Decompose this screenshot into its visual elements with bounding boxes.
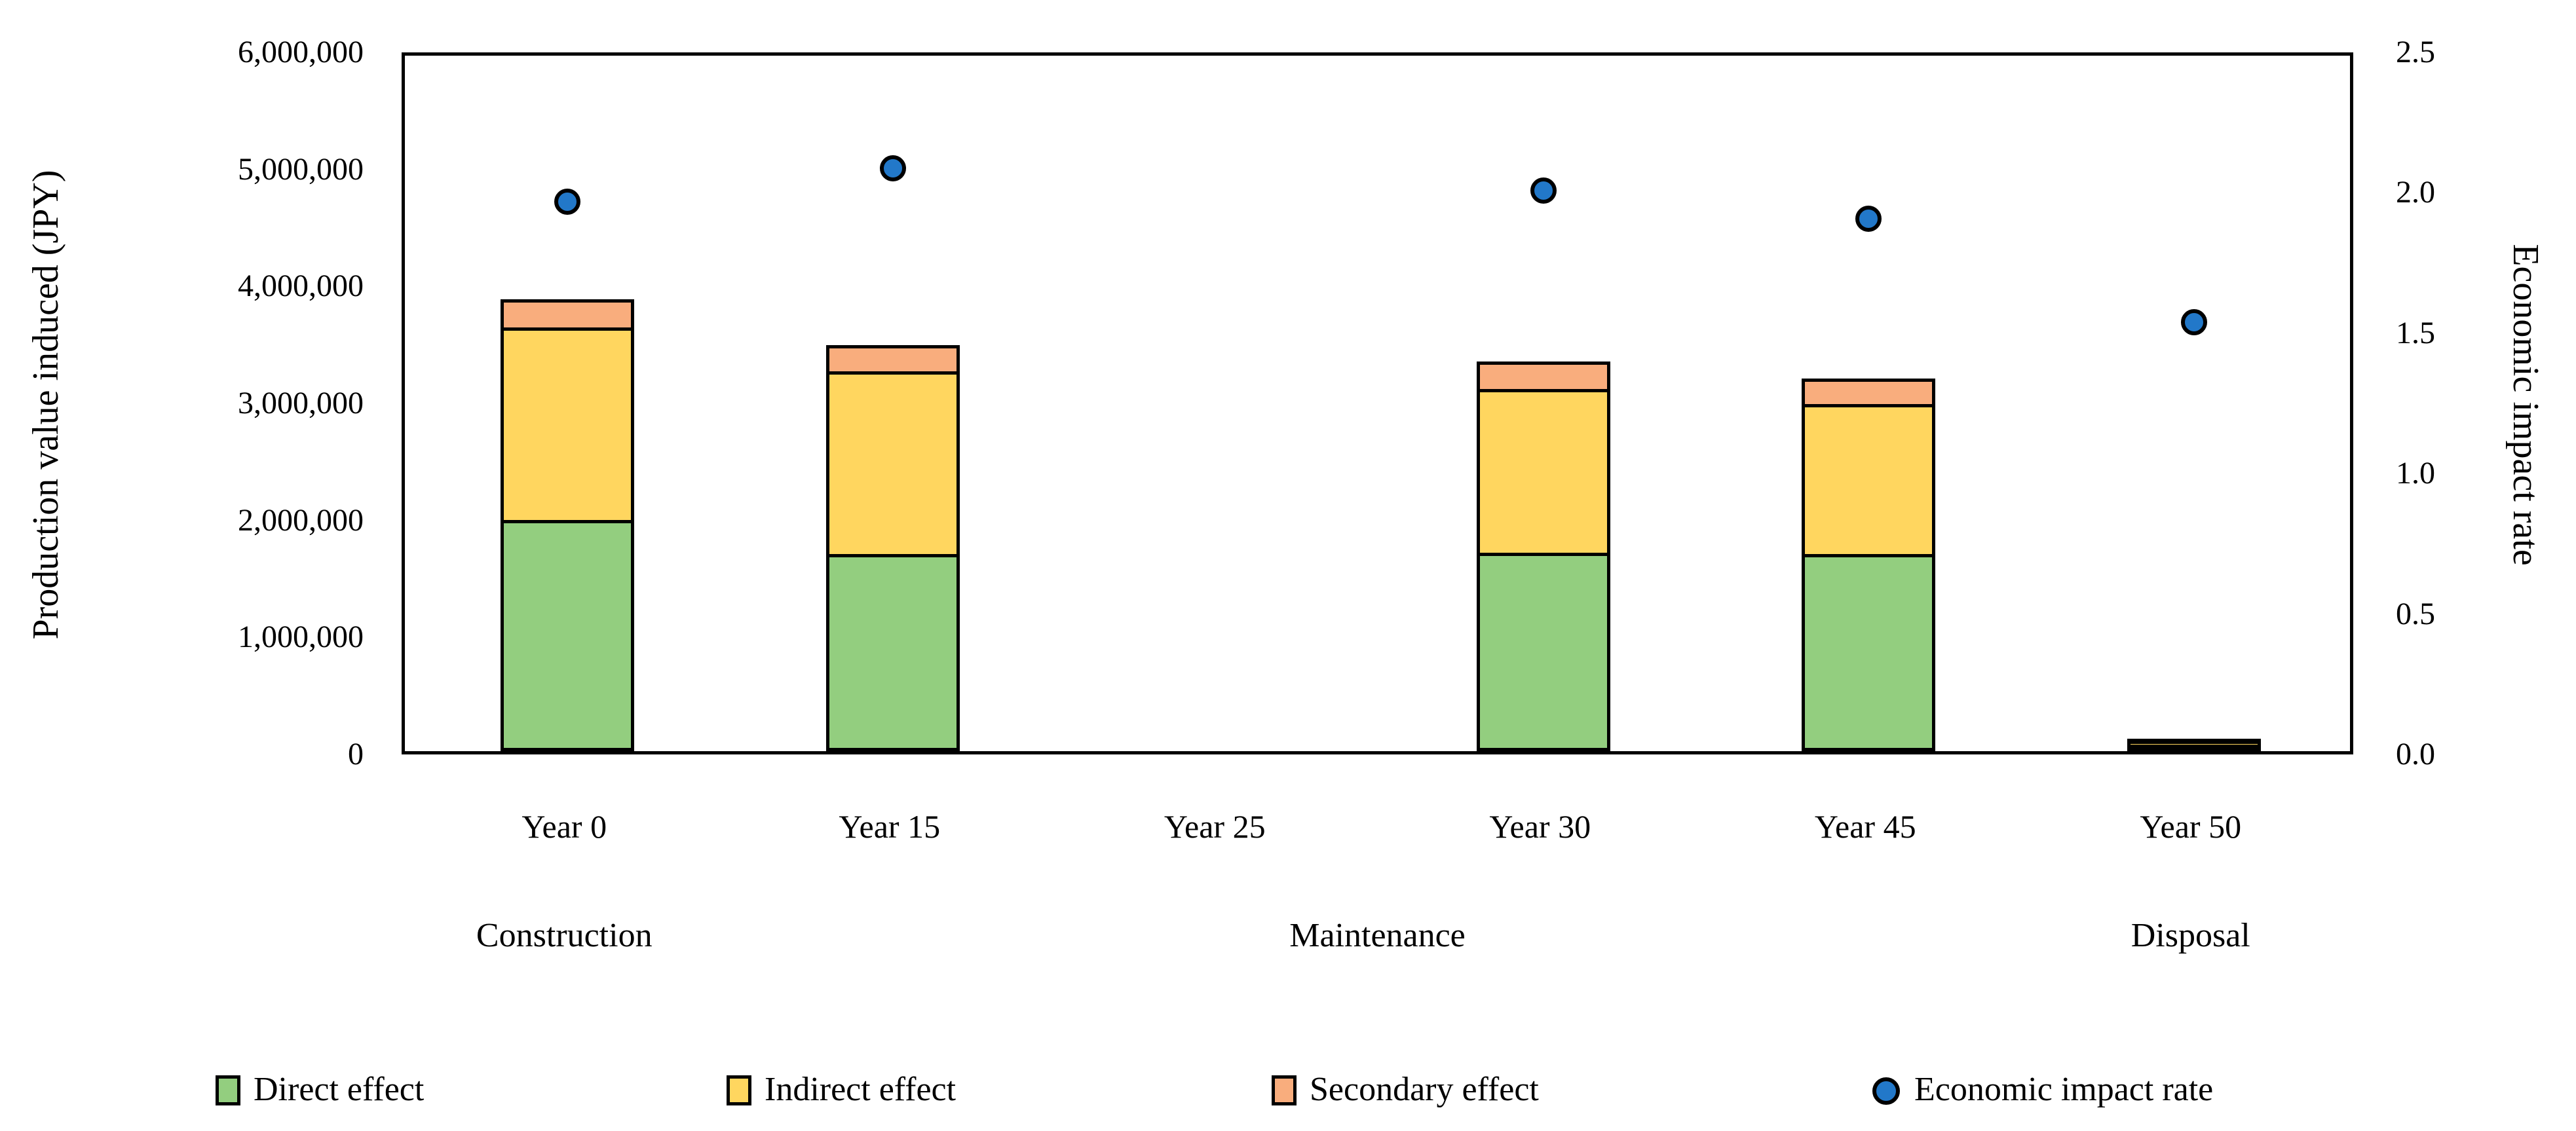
left-axis-tick-label: 4,000,000 <box>238 269 364 304</box>
x-axis-label: Year 0 <box>521 808 607 845</box>
bar-segment-separator <box>2127 745 2261 749</box>
bar-segment-secondary-effect <box>501 299 635 329</box>
bar-outline <box>825 345 960 751</box>
economic-impact-rate-point <box>1855 205 1882 232</box>
right-axis-tick-label: 2.0 <box>2396 175 2435 210</box>
bar-segment-direct-effect <box>1476 554 1610 751</box>
legend-swatch-secondary-effect <box>1272 1075 1297 1105</box>
bar-segment-direct-effect <box>825 555 960 751</box>
x-axis-label: Year 25 <box>1164 808 1266 845</box>
bar-segment-separator <box>501 327 635 331</box>
bar-segment-separator <box>1802 554 1936 558</box>
bar-outline <box>501 299 635 751</box>
bar-segment-separator <box>1476 389 1610 393</box>
left-axis-tick-label: 0 <box>348 737 364 771</box>
bar-outline <box>1802 378 1936 751</box>
phase-label-disposal: Disposal <box>2131 917 2250 954</box>
x-axis-label: Year 15 <box>839 808 941 845</box>
left-axis-tick-label: 2,000,000 <box>238 502 364 538</box>
legend-marker-economic-impact-rate <box>1872 1077 1900 1105</box>
right-axis-title: Economic impact rate <box>2505 244 2546 566</box>
legend-swatch-direct-effect <box>216 1075 240 1105</box>
bar-segment-indirect-effect <box>2127 742 2261 747</box>
right-axis-tick-label: 0.5 <box>2396 596 2435 631</box>
bar-segment-direct-effect <box>501 521 635 751</box>
economic-impact-rate-point <box>2180 309 2207 336</box>
bar-segment-direct-effect <box>1802 555 1936 751</box>
right-axis-tick-label: 2.5 <box>2396 35 2435 69</box>
left-axis-tick-label: 5,000,000 <box>238 151 364 187</box>
right-axis-tick-label: 1.5 <box>2396 315 2435 350</box>
phase-label-construction: Construction <box>476 917 653 954</box>
economic-impact-rate-point <box>554 188 581 215</box>
bar-segment-separator <box>501 520 635 524</box>
bar-segment-secondary-effect <box>825 345 960 373</box>
legend-label: Economic impact rate <box>1914 1071 2214 1108</box>
plot-area <box>402 52 2353 754</box>
bar-segment-indirect-effect <box>825 373 960 556</box>
left-axis-tick-label: 6,000,000 <box>238 35 364 69</box>
left-axis-title: Production value induced (JPY) <box>26 170 66 640</box>
bar-segment-indirect-effect <box>501 329 635 522</box>
economic-impact-rate-point <box>1530 177 1557 204</box>
legend-label: Secondary effect <box>1310 1071 1539 1108</box>
x-axis-label: Year 50 <box>2140 808 2242 845</box>
bar-segment-separator <box>1476 553 1610 557</box>
bar-outline <box>1476 362 1610 751</box>
economic-impact-rate-point <box>879 155 906 181</box>
bar-segment-separator <box>825 554 960 558</box>
bar-segment-secondary-effect <box>1476 362 1610 391</box>
bar-segment-separator <box>1802 404 1936 408</box>
left-axis-tick-label: 3,000,000 <box>238 386 364 420</box>
right-axis-tick-label: 0.0 <box>2396 737 2435 771</box>
legend-label: Direct effect <box>254 1071 425 1108</box>
bar-segment-indirect-effect <box>1476 390 1610 555</box>
bar-outline <box>2127 739 2261 751</box>
bar-segment-separator <box>825 371 960 375</box>
bar-segment-indirect-effect <box>1802 405 1936 556</box>
x-axis-label: Year 30 <box>1489 808 1591 845</box>
legend-label: Indirect effect <box>765 1071 957 1108</box>
x-axis-label: Year 45 <box>1814 808 1916 845</box>
right-axis-tick-label: 1.0 <box>2396 456 2435 491</box>
bar-segment-separator <box>2127 741 2261 745</box>
phase-label-maintenance: Maintenance <box>1289 917 1466 954</box>
left-axis-tick-label: 1,000,000 <box>238 620 364 655</box>
bar-segment-secondary-effect <box>1802 378 1936 406</box>
legend-swatch-indirect-effect <box>727 1075 751 1105</box>
